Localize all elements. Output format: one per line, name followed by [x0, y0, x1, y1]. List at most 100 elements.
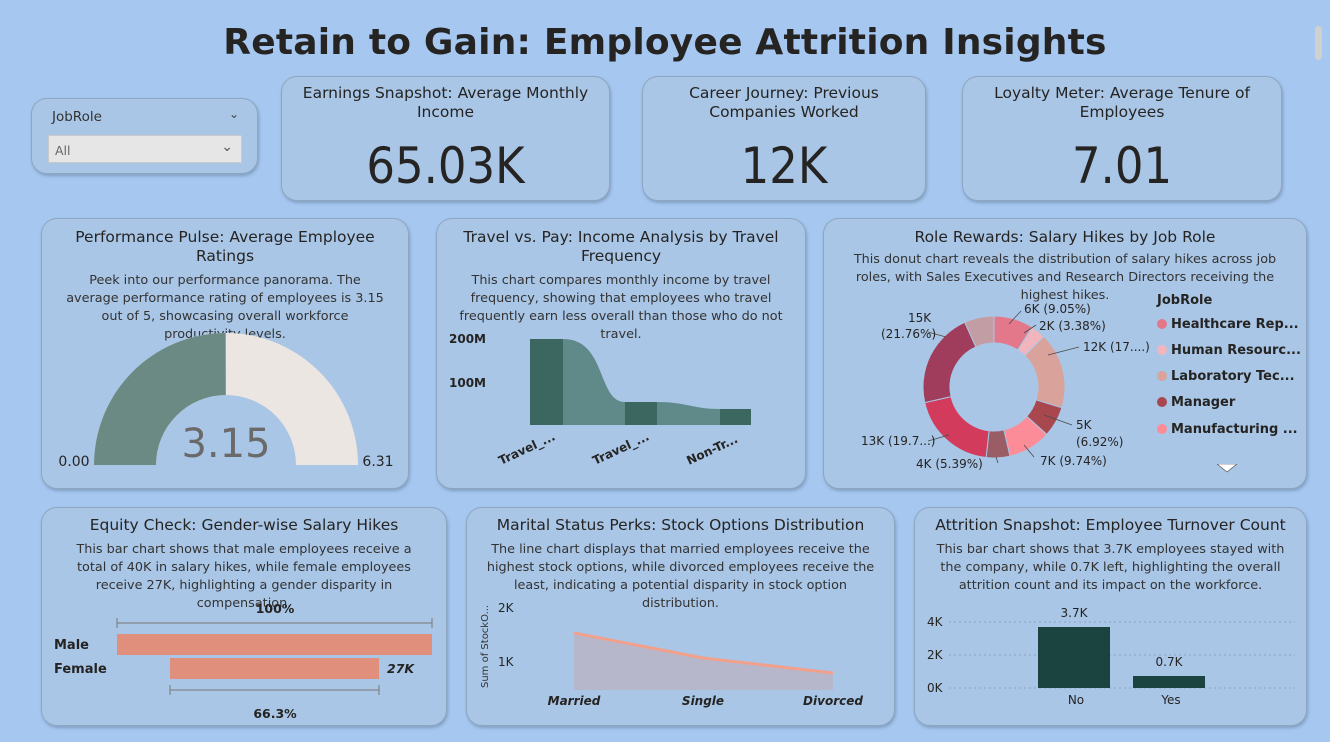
percent-label: 66.3% — [253, 706, 297, 721]
gender-card: Equity Check: Gender-wise Salary Hikes T… — [41, 507, 447, 726]
slice-label: 5K — [1076, 418, 1093, 432]
slice-label: 7K (9.74%) — [1040, 454, 1107, 468]
card-description: This bar chart shows that male employees… — [76, 542, 412, 611]
travel-ribbon-chart[interactable]: 200M 100M Travel_... Travel_... Non-Tr..… — [437, 329, 807, 489]
slice-label: (21.76%) — [881, 327, 936, 341]
ribbon-flow-2[interactable] — [657, 402, 720, 425]
y-tick-label: 1K — [498, 655, 515, 669]
x-tick-label: Divorced — [803, 694, 863, 708]
card-title: Attrition Snapshot: Employee Turnover Co… — [935, 516, 1286, 534]
slicer-value: All — [55, 143, 71, 158]
ribbon-bar[interactable] — [530, 339, 563, 425]
attrition-bar-chart[interactable]: 4K 2K 0K 3.7K 0.7K No Yes — [915, 596, 1308, 726]
bar-value-label: 0.7K — [1156, 655, 1184, 669]
card-title: Marital Status Perks: Stock Options Dist… — [496, 516, 865, 534]
dashboard-title: Retain to Gain: Employee Attrition Insig… — [223, 22, 1107, 63]
attrition-card: Attrition Snapshot: Employee Turnover Co… — [914, 507, 1307, 726]
stock-options-area-chart[interactable]: Sum of StockO... 2K 1K Married Single Di… — [467, 596, 896, 726]
area-fill — [574, 633, 833, 690]
kpi-title: Career Journey: Previous Companies Worke… — [689, 84, 879, 121]
donut-slice[interactable] — [924, 396, 990, 459]
legend-label: Laboratory Tec... — [1171, 369, 1295, 384]
gauge-max-label: 6.31 — [362, 454, 393, 470]
chevron-down-icon: ⌄ — [221, 139, 233, 155]
legend-label: Healthcare Rep... — [1171, 317, 1299, 332]
series-line[interactable] — [573, 631, 834, 675]
jobrole-slicer[interactable]: JobRole ⌄ All ⌄ — [31, 98, 258, 174]
gauge-value-label: 3.15 — [181, 421, 270, 467]
ribbon-bar[interactable] — [720, 409, 751, 425]
gauge-min-label: 0.00 — [58, 454, 89, 470]
x-tick-label: Single — [682, 694, 724, 708]
legend-dot-icon — [1157, 345, 1167, 355]
male-bar[interactable] — [117, 634, 432, 655]
kpi-title: Loyalty Meter: Average Tenure of Employe… — [994, 84, 1250, 121]
slice-label: 15K — [908, 311, 932, 325]
legend-item[interactable]: Manufacturing ... — [1157, 422, 1298, 437]
card-description: This donut chart reveals the distributio… — [853, 252, 1277, 303]
legend-dot-icon — [1157, 319, 1167, 329]
slicer-label: JobRole — [52, 109, 102, 125]
legend-title: JobRole — [1157, 293, 1213, 308]
legend-label: Manufacturing ... — [1171, 422, 1298, 437]
legend-label: Human Resourc... — [1171, 343, 1301, 358]
slice-label: 4K (5.39%) — [916, 457, 983, 471]
marital-card: Marital Status Perks: Stock Options Dist… — [466, 507, 895, 726]
kpi-title: Earnings Snapshot: Average Monthly Incom… — [302, 84, 589, 121]
y-tick-label: 200M — [449, 332, 486, 346]
role-rewards-card: Role Rewards: Salary Hikes by Job Role T… — [823, 218, 1307, 489]
performance-gauge[interactable]: 3.15 0.00 6.31 — [42, 329, 410, 489]
x-tick-label: Travel_... — [496, 429, 557, 468]
donut-slice[interactable] — [964, 315, 995, 348]
card-description: This chart compares monthly income by tr… — [459, 273, 783, 342]
gender-bar-chart[interactable]: 100% Male Female 27K 66.3% — [42, 596, 448, 726]
ribbon-bar[interactable] — [625, 402, 657, 425]
card-description: The line chart displays that married emp… — [486, 542, 875, 611]
y-tick-label: 2K — [498, 601, 515, 615]
slice-label: 13K (19.7...) — [861, 434, 935, 448]
performance-card: Performance Pulse: Average Employee Rati… — [41, 218, 409, 489]
female-bar[interactable] — [170, 658, 379, 679]
kpi-card-income: Earnings Snapshot: Average Monthly Incom… — [281, 76, 610, 201]
legend-item[interactable]: Laboratory Tec... — [1157, 369, 1295, 384]
y-tick-label: 100M — [449, 376, 486, 390]
card-title: Travel vs. Pay: Income Analysis by Trave… — [463, 228, 779, 265]
bar-no[interactable] — [1038, 627, 1110, 688]
y-tick-label: 2K — [927, 648, 944, 662]
vertical-scrollbar[interactable] — [1315, 26, 1322, 60]
slice-label: 12K (17....) — [1083, 340, 1150, 354]
legend-dot-icon — [1157, 397, 1167, 407]
x-tick-label: Married — [548, 694, 601, 708]
legend-label: Manager — [1171, 395, 1236, 410]
percent-label: 100% — [256, 601, 295, 616]
bar-value-label: 3.7K — [1061, 606, 1089, 620]
slice-label: (6.92%) — [1076, 435, 1123, 449]
y-axis-label: Sum of StockO... — [480, 605, 491, 688]
legend-item[interactable]: Healthcare Rep... — [1157, 317, 1299, 332]
legend-dot-icon — [1157, 371, 1167, 381]
kpi-card-tenure: Loyalty Meter: Average Tenure of Employe… — [962, 76, 1282, 201]
x-tick-label: Travel_... — [590, 429, 651, 468]
kpi-card-companies: Career Journey: Previous Companies Worke… — [642, 76, 926, 201]
legend-scroll-down-icon[interactable] — [1217, 464, 1237, 474]
gauge-value-arc — [94, 333, 226, 465]
legend-item[interactable]: Manager — [1157, 395, 1235, 410]
slicer-dropdown[interactable]: All ⌄ — [48, 135, 242, 163]
x-tick-label: No — [1068, 693, 1084, 707]
legend-item[interactable]: Human Resourc... — [1157, 343, 1301, 358]
y-tick-label: 0K — [927, 681, 944, 695]
x-tick-label: Non-Tr... — [684, 432, 740, 468]
travel-card: Travel vs. Pay: Income Analysis by Trave… — [436, 218, 806, 489]
chevron-down-icon[interactable]: ⌄ — [228, 107, 239, 121]
bar-value-label: 27K — [387, 661, 415, 676]
card-title: Equity Check: Gender-wise Salary Hikes — [89, 516, 399, 534]
y-tick-label: 4K — [927, 615, 944, 629]
ribbon-flow-1[interactable] — [563, 339, 625, 425]
salary-hike-donut[interactable]: 6K (9.05%) 2K (3.38%) 12K (17....) 5K (6… — [824, 297, 1154, 487]
kpi-value: 12K — [740, 137, 828, 195]
x-tick-label: Yes — [1160, 693, 1180, 707]
card-description: This bar chart shows that 3.7K employees… — [936, 542, 1285, 593]
slice-label: 6K (9.05%) — [1024, 302, 1091, 316]
bar-category-label: Female — [54, 662, 107, 677]
bar-yes[interactable] — [1133, 676, 1205, 688]
